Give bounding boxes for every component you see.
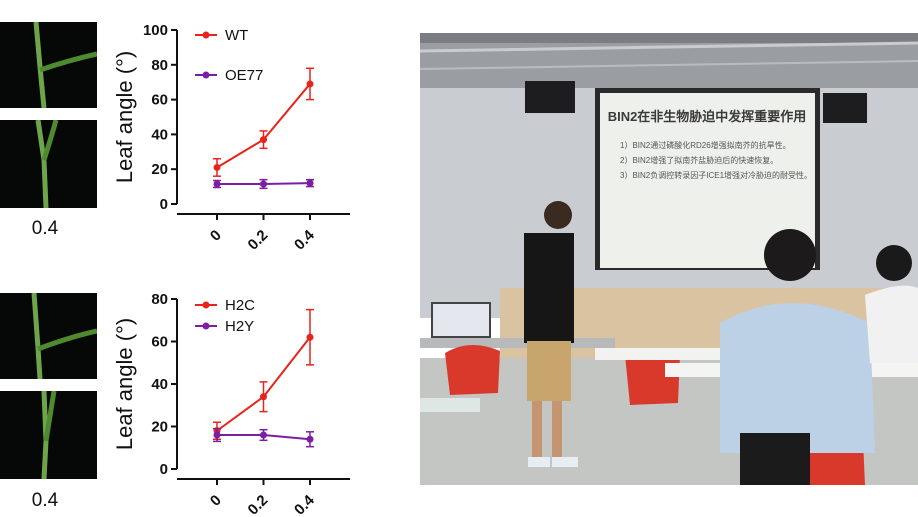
student (764, 229, 816, 281)
leaf-photo-top-1 (0, 22, 97, 108)
leaf-drawing (33, 22, 97, 108)
slide-title: BIN2在非生物胁迫中发挥重要作用 (608, 109, 807, 124)
y-tick-label: 60 (151, 92, 168, 109)
data-point-WT (306, 80, 314, 88)
monitor (431, 302, 491, 338)
data-point-H2C (260, 393, 267, 401)
legend-marker (202, 301, 210, 309)
leaf-drawing (31, 293, 97, 379)
leaf-drawing (35, 120, 59, 208)
presenter (544, 201, 572, 229)
x-tick-label: 0 (207, 227, 225, 245)
y-tick-label: 80 (151, 57, 168, 74)
data-point-WT (260, 136, 267, 144)
data-point-H2Y (213, 431, 221, 439)
slide-point-2: 2）BIN2增强了拟南芥盐胁迫后的快速恢复。 (620, 155, 778, 165)
leaf-angle-chart-top: 0 20 40 60 80 100 0 0.2 0.4 Leaf angle (°) WT OE77 (112, 22, 350, 250)
y-tick-label: 40 (151, 126, 168, 143)
x-tick-label: 0.2 (245, 227, 272, 250)
legend-marker (202, 71, 210, 79)
legend-marker (202, 322, 210, 330)
student (876, 245, 912, 281)
legend-label: H2C (225, 297, 255, 314)
data-point-OE77 (213, 180, 221, 188)
legend-marker (202, 31, 210, 39)
legend-label: WT (225, 27, 248, 44)
data-point-OE77 (306, 179, 314, 187)
leaf-photo-bottom-2 (0, 391, 97, 479)
slide-point-1: 1）BIN2通过磷酸化RD26增强拟南芥的抗旱性。 (620, 140, 791, 150)
speaker-right (823, 93, 867, 123)
y-tick-label: 80 (151, 291, 168, 308)
y-tick-label: 0 (160, 196, 168, 213)
leaf-photo-top-2 (0, 120, 97, 208)
x-tick-label: 0.4 (291, 491, 318, 517)
x-tick-label: 0.2 (245, 492, 272, 517)
data-point-OE77 (260, 180, 267, 188)
y-tick-label: 100 (143, 22, 168, 39)
lecture-scene: BIN2在非生物胁迫中发挥重要作用 1）BIN2通过磷酸化RD26增强拟南芥的抗… (420, 33, 918, 485)
legend-label: OE77 (225, 67, 263, 84)
red-chair (445, 344, 500, 395)
y-tick-label: 20 (151, 161, 168, 178)
data-point-H2Y (306, 435, 314, 443)
data-point-WT (213, 163, 221, 171)
slide-point-3: 3）BIN2负调控转录因子ICE1增强对冷胁迫的耐受性。 (620, 170, 812, 180)
y-tick-label: 60 (151, 334, 168, 351)
leaf-panel-value-top: 0.4 (31, 218, 59, 239)
y-axis-title: Leaf angle (°) (112, 51, 137, 183)
y-tick-label: 0 (160, 461, 168, 478)
x-tick-label: 0 (207, 492, 225, 510)
x-tick-label: 0.4 (291, 226, 318, 250)
y-tick-label: 40 (151, 376, 168, 393)
y-tick-label: 20 (151, 419, 168, 436)
data-point-H2C (306, 333, 314, 341)
leaf-panel-value-bottom: 0.4 (31, 490, 59, 511)
leaf-drawing (41, 391, 57, 479)
speaker-left (525, 81, 575, 113)
leaf-photo-bottom-1 (0, 293, 97, 379)
lecture-photo: BIN2在非生物胁迫中发挥重要作用 1）BIN2通过磷酸化RD26增强拟南芥的抗… (420, 33, 918, 485)
y-axis-title: Leaf angle (°) (112, 318, 137, 450)
series-line-WT (216, 83, 311, 169)
legend-label: H2Y (225, 318, 254, 335)
data-point-H2Y (260, 431, 267, 439)
leaf-angle-chart-bottom: 0 20 40 60 80 0 0.2 0.4 Leaf angle (°) H2C H2Y (112, 291, 350, 517)
